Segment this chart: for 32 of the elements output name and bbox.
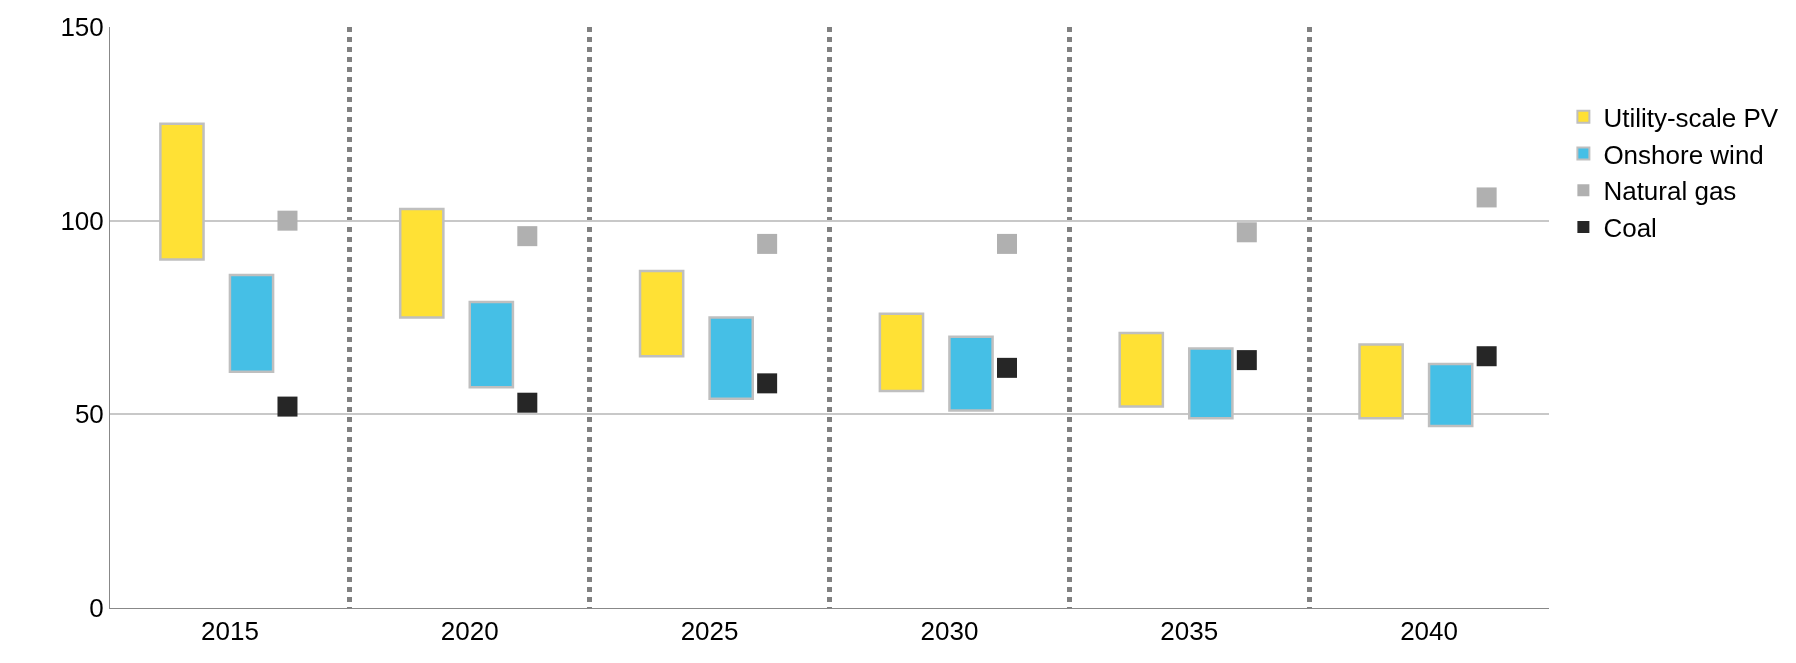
legend-label: Onshore wind — [1603, 139, 1764, 170]
point — [1476, 346, 1497, 367]
x-tick-label: 2030 — [920, 616, 979, 647]
bar — [708, 316, 754, 401]
bar — [878, 312, 925, 393]
x-tick-label: 2025 — [680, 616, 739, 647]
y-tick-label: 100 — [60, 205, 104, 236]
point — [1476, 187, 1497, 208]
point — [517, 226, 538, 247]
point — [996, 233, 1017, 254]
point — [277, 396, 298, 417]
x-tick-label: 2020 — [440, 616, 499, 647]
point — [1236, 350, 1257, 371]
point — [996, 357, 1017, 378]
y-tick-label: 150 — [60, 12, 104, 43]
x-tick-label: 2015 — [201, 616, 259, 647]
legend-label: Coal — [1603, 213, 1657, 244]
y-tick-label: 50 — [74, 399, 104, 430]
x-tick-label: 2040 — [1400, 616, 1458, 647]
legend-label: Utility-scale PV — [1603, 102, 1779, 133]
point — [277, 210, 298, 231]
point — [1236, 222, 1257, 243]
bar — [228, 273, 275, 373]
point — [757, 233, 778, 254]
bar — [638, 269, 685, 358]
legend-label: Natural gas — [1603, 176, 1737, 207]
y-tick-label: 0 — [89, 593, 104, 624]
bar — [1118, 331, 1165, 408]
point — [757, 373, 778, 394]
point — [517, 392, 538, 413]
bar — [468, 300, 515, 389]
x-tick-label: 2035 — [1160, 616, 1219, 647]
